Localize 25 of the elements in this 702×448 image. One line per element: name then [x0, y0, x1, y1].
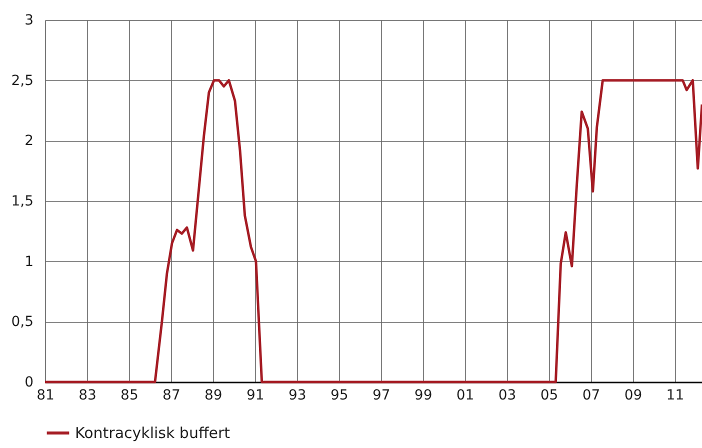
y-tick-label: 1,5	[11, 194, 34, 210]
line-series	[44, 79, 702, 384]
y-tick-label: 0,5	[11, 314, 34, 330]
x-tick-label: 81	[36, 388, 54, 404]
x-tick-label: 89	[204, 388, 222, 404]
x-tick-label: 05	[540, 388, 558, 404]
y-tick-label: 2	[24, 133, 34, 150]
x-tick-label: 83	[78, 388, 96, 404]
x-tick-label: 93	[288, 388, 306, 404]
x-tick-label: 09	[624, 388, 642, 404]
x-tick-label: 87	[162, 388, 180, 404]
y-tick-label: 1	[24, 254, 34, 270]
legend-label: Kontracyklisk buffert	[75, 424, 230, 442]
x-tick-label: 01	[456, 388, 474, 404]
x-tick-label: 95	[330, 388, 348, 404]
x-tick-label: 85	[120, 388, 138, 404]
y-tick-label: 3	[24, 12, 34, 28]
x-tick-label: 99	[414, 388, 432, 404]
x-tick-label: 11	[666, 388, 684, 404]
x-tick-label: 97	[372, 388, 390, 404]
x-tick-label: 03	[498, 388, 516, 404]
y-tick-label: 0	[24, 374, 34, 390]
y-tick-label: 2,5	[11, 72, 34, 89]
x-tick-label: 91	[246, 388, 264, 404]
x-tick-label: 07	[582, 388, 600, 404]
